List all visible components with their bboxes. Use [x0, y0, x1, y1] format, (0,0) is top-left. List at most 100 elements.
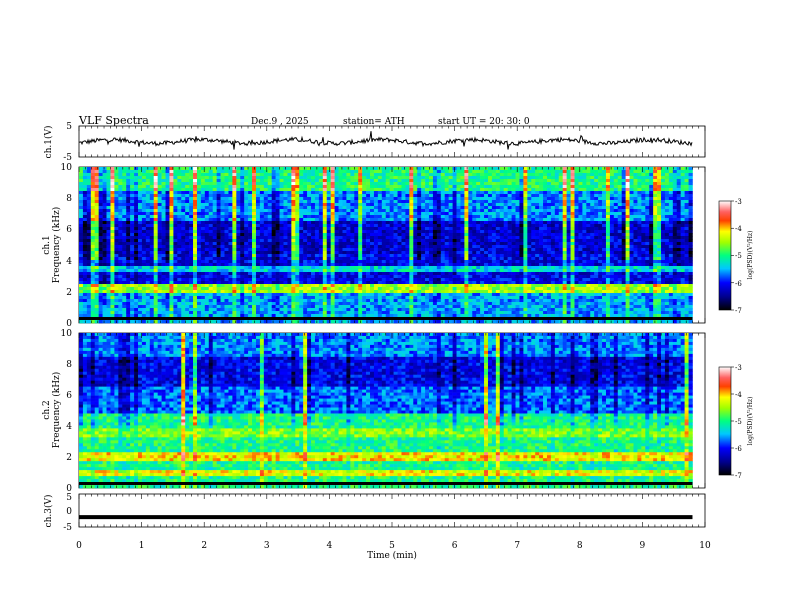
- spectrogram-cell: [637, 236, 642, 240]
- spectrogram-cell: [240, 257, 245, 261]
- spectrogram-cell: [342, 170, 347, 174]
- spectrogram-cell: [507, 236, 512, 240]
- spectrogram-cell: [535, 254, 540, 258]
- spectrogram-cell: [672, 236, 678, 240]
- spectrogram-cell: [330, 200, 335, 204]
- spectrogram-cell: [118, 179, 123, 183]
- spectrogram-cell: [98, 218, 103, 222]
- spectrogram-cell: [535, 227, 540, 231]
- spectrogram-cell: [633, 233, 638, 237]
- spectrogram-cell: [487, 224, 493, 228]
- spectrogram-cell: [393, 242, 398, 246]
- spectrogram-cell: [303, 170, 308, 174]
- spectrogram-cell: [326, 230, 331, 234]
- spectrogram-cell: [181, 203, 186, 207]
- spectrogram-cell: [578, 170, 583, 174]
- spectrogram-cell: [137, 239, 143, 243]
- spectrogram-cell: [637, 245, 642, 249]
- spectrogram-cell: [326, 248, 331, 252]
- spectrogram-cell: [326, 218, 331, 222]
- spectrogram-cell: [464, 224, 469, 228]
- spectrogram-cell: [295, 209, 300, 213]
- spectrogram-cell: [657, 230, 662, 234]
- spectrogram-cell: [114, 188, 119, 192]
- spectrogram-cell: [499, 251, 505, 255]
- spectrogram-cell: [637, 167, 642, 171]
- spectrogram-cell: [110, 257, 115, 261]
- spectrogram-cell: [185, 176, 190, 180]
- spectrogram-cell: [633, 176, 638, 180]
- spectrogram-cell: [578, 224, 583, 228]
- spectrogram-cell: [511, 233, 516, 237]
- spectrogram-cell: [358, 182, 363, 186]
- spectrogram-cell: [429, 188, 434, 192]
- spectrogram-cell: [385, 176, 390, 180]
- spectrogram-cell: [303, 245, 308, 249]
- spectrogram-cell: [653, 185, 658, 189]
- spectrogram-cell: [381, 203, 387, 207]
- spectrogram-cell: [491, 176, 497, 180]
- spectrogram-cell: [287, 203, 292, 207]
- spectrogram-cell: [275, 245, 280, 249]
- spectrogram-cell: [342, 176, 347, 180]
- spectrogram-cell: [358, 200, 363, 204]
- spectrogram-cell: [456, 257, 461, 261]
- spectrogram-cell: [110, 191, 115, 195]
- spectrogram-cell: [570, 230, 575, 234]
- spectrogram-cell: [401, 191, 406, 195]
- spectrogram-cell: [200, 185, 206, 189]
- spectrogram-cell: [605, 248, 611, 252]
- spectrogram-cell: [594, 200, 599, 204]
- spectrogram-cell: [358, 227, 363, 231]
- spectrogram-cell: [114, 194, 119, 198]
- spectrogram-cell: [193, 236, 198, 240]
- spectrogram-cell: [448, 182, 453, 186]
- spectrogram-cell: [236, 239, 241, 243]
- spectrogram-cell: [645, 254, 650, 258]
- spectrogram-cell: [177, 170, 182, 174]
- spectrogram-cell: [582, 209, 587, 213]
- spectrogram-cell: [240, 194, 245, 198]
- spectrogram-cell: [511, 179, 516, 183]
- spectrogram-cell: [161, 257, 166, 261]
- spectrogram-cell: [617, 245, 622, 249]
- spectrogram-cell: [484, 188, 489, 192]
- spectrogram-cell: [649, 194, 654, 198]
- spectrogram-cell: [476, 197, 481, 201]
- spectrogram-cell: [232, 170, 237, 174]
- spectrogram-cell: [255, 197, 261, 201]
- spectrogram-cell: [594, 185, 599, 189]
- spectrogram-cell: [200, 251, 206, 255]
- spectrogram-cell: [169, 197, 174, 201]
- spectrogram-cell: [200, 230, 206, 234]
- spectrogram-cell: [456, 170, 461, 174]
- spectrogram-cell: [196, 200, 202, 204]
- spectrogram-cell: [546, 170, 552, 174]
- spectrogram-cell: [193, 170, 198, 174]
- spectrogram-cell: [393, 257, 398, 261]
- spectrogram-cell: [676, 167, 681, 171]
- spectrogram-cell: [523, 200, 528, 204]
- spectrogram-cell: [566, 209, 571, 213]
- spectrogram-cell: [668, 224, 674, 228]
- spectrogram-cell: [373, 233, 379, 237]
- spectrogram-cell: [641, 206, 646, 210]
- spectrogram-cell: [220, 215, 225, 219]
- spectrogram-cell: [499, 242, 505, 246]
- spectrogram-cell: [189, 170, 194, 174]
- spectrogram-cell: [436, 200, 442, 204]
- spectrogram-cell: [613, 224, 619, 228]
- spectrogram-cell: [444, 254, 449, 258]
- spectrogram-cell: [429, 242, 434, 246]
- spectrogram-cell: [82, 233, 88, 237]
- spectrogram-cell: [82, 182, 88, 186]
- spectrogram-cell: [393, 230, 398, 234]
- spectrogram-cell: [181, 221, 186, 225]
- spectrogram-cell: [248, 236, 253, 240]
- spectrogram-cell: [90, 245, 96, 249]
- spectrogram-cell: [409, 236, 414, 240]
- spectrogram-cell: [558, 242, 563, 246]
- spectrogram-cell: [539, 191, 544, 195]
- spectrogram-cell: [609, 227, 615, 231]
- spectrogram-cell: [86, 233, 92, 237]
